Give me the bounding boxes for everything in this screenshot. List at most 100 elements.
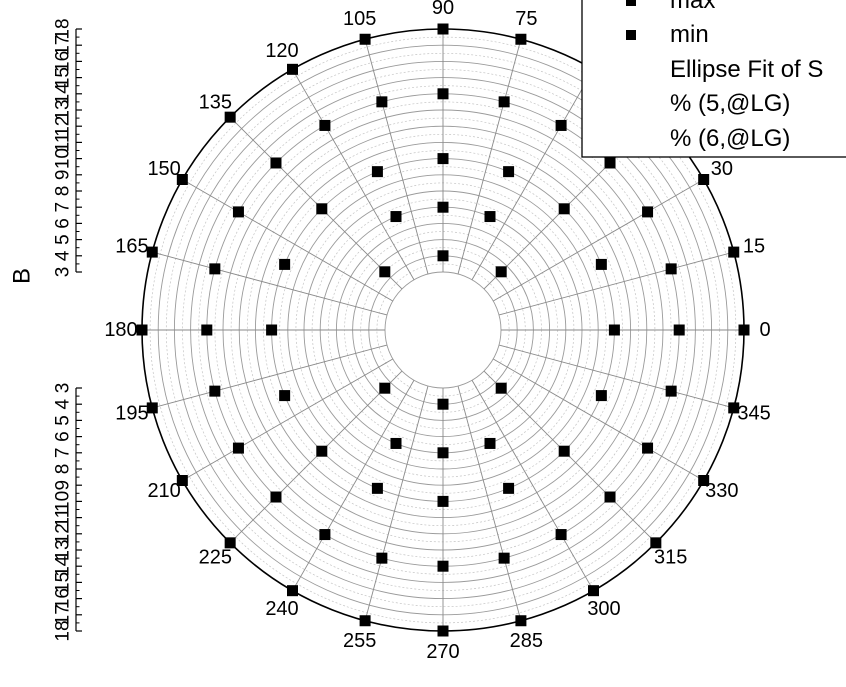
radial-tick-label-lower: 7 — [53, 448, 74, 459]
data-point-min — [558, 445, 570, 457]
angular-grid-line — [229, 370, 403, 544]
data-point-min — [379, 382, 391, 394]
radial-tick-label-lower: 16 — [53, 588, 74, 609]
data-point-min — [371, 166, 383, 178]
radial-tick-label-lower: 11 — [53, 508, 74, 528]
data-point-min — [376, 96, 388, 108]
angular-grid-line — [498, 251, 734, 316]
data-point-min — [673, 324, 685, 336]
data-point-min — [484, 437, 496, 449]
radial-tick-label-lower: 18 — [53, 620, 74, 641]
data-point-min — [642, 206, 654, 218]
data-point-min — [176, 174, 188, 185]
angular-grid-line — [364, 39, 429, 275]
data-point-min — [604, 157, 616, 169]
radial-tick-label-upper: 8 — [53, 186, 74, 197]
radial-tick-label-upper: 18 — [53, 18, 74, 39]
angular-grid-line — [364, 385, 429, 621]
data-point-min — [665, 385, 677, 397]
data-point-min — [379, 266, 391, 278]
data-point-min — [498, 96, 510, 108]
radial-tick-label-lower: 4 — [53, 398, 74, 409]
data-point-min — [608, 324, 620, 336]
radial-tick-label-lower: 17 — [53, 604, 74, 625]
angular-grid-line — [483, 370, 657, 544]
legend-entry-min: min — [670, 21, 709, 48]
legend-entry-5-lg: % (5,@LG) — [670, 90, 790, 117]
data-point-min — [437, 625, 449, 637]
data-point-min — [371, 482, 383, 494]
angle-tick-label: 285 — [510, 630, 543, 652]
data-point-min — [359, 33, 371, 45]
angular-grid-line — [292, 69, 415, 280]
radial-tick-label-upper: 14 — [53, 83, 74, 105]
data-point-min — [604, 491, 616, 503]
data-point-min — [232, 442, 244, 454]
angle-tick-label: 165 — [115, 236, 148, 258]
data-point-min — [316, 445, 328, 457]
angular-grid-line — [493, 358, 704, 481]
data-point-min — [270, 491, 282, 503]
angle-tick-label: 195 — [115, 402, 148, 424]
radial-axes: 3344556677889910101111121213131414151516… — [53, 18, 82, 642]
data-point-min — [390, 437, 402, 449]
radial-tick-label-upper: 15 — [53, 67, 74, 88]
data-point-min — [555, 119, 567, 131]
radial-tick-label-upper: 9 — [53, 170, 74, 181]
data-point-min — [176, 475, 188, 486]
data-point-min — [650, 537, 662, 549]
angular-grid-lines — [142, 29, 744, 631]
legend-entry-6-lg: % (6,@LG) — [670, 125, 790, 152]
legend-entry-ellipse-fit: Ellipse Fit of S — [670, 56, 823, 83]
data-point-min — [437, 88, 449, 100]
data-point-min — [515, 33, 527, 45]
angular-grid-line — [493, 179, 704, 302]
data-markers — [136, 23, 750, 637]
angle-tick-label: 30 — [711, 158, 733, 180]
data-point-min — [738, 324, 750, 336]
data-point-min — [558, 203, 570, 215]
data-point-min — [437, 201, 449, 213]
data-point-min — [555, 529, 567, 541]
data-point-min — [495, 382, 507, 394]
angle-tick-label: 0 — [759, 319, 770, 341]
angle-tick-label: 120 — [265, 40, 298, 62]
angle-tick-label: 255 — [343, 630, 376, 652]
data-point-min — [595, 258, 607, 270]
data-point-min — [376, 552, 388, 564]
data-point-min — [287, 63, 298, 75]
data-point-min — [270, 157, 282, 169]
angle-tick-label: 150 — [147, 158, 180, 180]
data-point-min — [728, 246, 740, 258]
radial-tick-label-lower: 8 — [53, 464, 74, 475]
data-point-min — [437, 495, 449, 507]
angle-tick-label: 90 — [432, 0, 454, 19]
radial-tick-label-upper: 13 — [53, 99, 74, 120]
data-point-min — [437, 398, 449, 410]
data-point-min — [595, 390, 607, 402]
angle-tick-label: 75 — [515, 8, 537, 30]
data-point-min — [224, 537, 236, 549]
data-point-min — [698, 174, 710, 185]
data-point-min — [515, 615, 527, 627]
angle-tick-label: 105 — [343, 8, 376, 30]
data-point-min — [224, 111, 236, 123]
data-point-min — [665, 263, 677, 275]
angular-grid-line — [152, 251, 388, 316]
radial-tick-label-lower: 12 — [53, 523, 74, 544]
grid-circle — [384, 271, 502, 389]
data-point-min — [136, 324, 148, 336]
radial-axis-title: B — [9, 268, 36, 284]
angle-tick-label: 300 — [587, 598, 620, 620]
data-point-min — [728, 402, 740, 414]
radial-tick-label-lower: 15 — [53, 572, 74, 593]
data-point-min — [316, 203, 328, 215]
legend: max min Ellipse Fit of S % (5,@LG) % (6,… — [581, 0, 846, 158]
angular-grid-line — [152, 344, 388, 409]
data-point-min — [279, 390, 291, 402]
angle-tick-label: 315 — [654, 547, 687, 569]
data-point-min — [359, 615, 371, 627]
angle-tick-label: 270 — [426, 641, 459, 663]
angle-tick-label: 345 — [737, 402, 770, 424]
angular-grid-line — [182, 358, 393, 481]
